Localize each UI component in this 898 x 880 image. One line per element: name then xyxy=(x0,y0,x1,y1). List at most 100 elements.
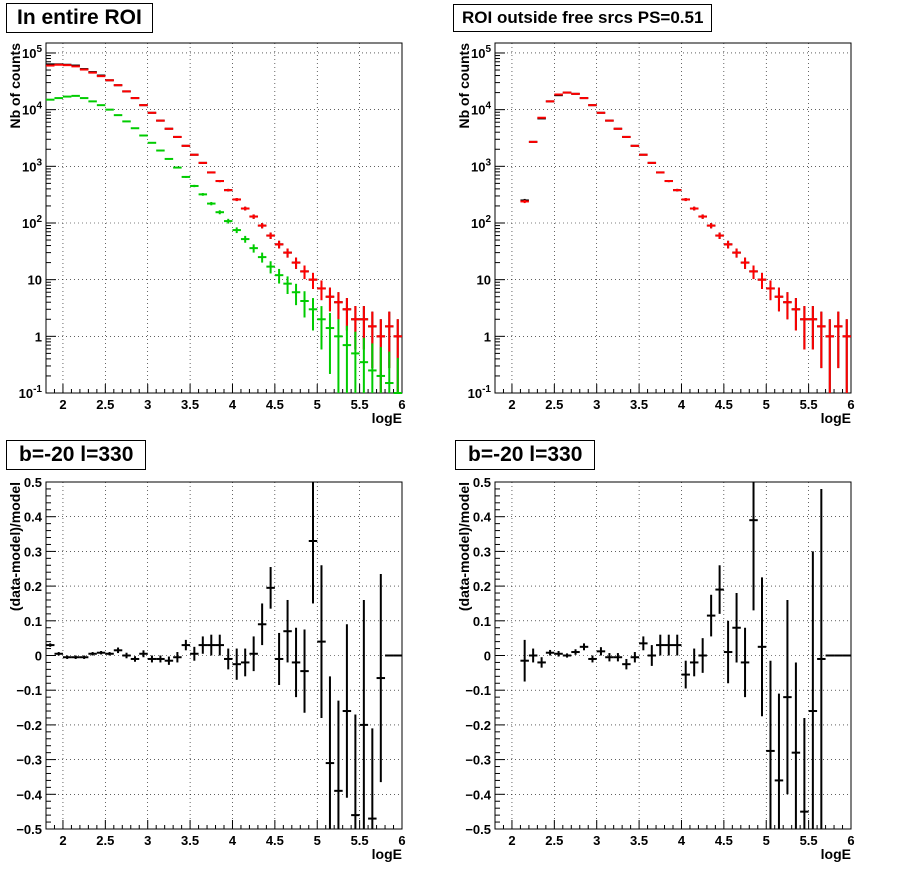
x-tick-label: 2.5 xyxy=(96,833,114,848)
y-tick-label: 0.4 xyxy=(473,510,492,525)
y-tick-label: 0.3 xyxy=(473,544,491,559)
x-tick-label: 2 xyxy=(508,397,515,412)
chart-title: b=-20 l=330 xyxy=(6,440,146,470)
y-tick-label: 0.5 xyxy=(473,475,491,490)
y-tick-label: 104 xyxy=(22,101,42,118)
y-tick-label: −0.1 xyxy=(465,683,491,698)
y-tick-label: 103 xyxy=(471,157,491,174)
plot-frame xyxy=(46,43,402,393)
x-tick-label: 4.5 xyxy=(266,833,284,848)
data-point xyxy=(131,128,139,129)
data-point xyxy=(182,176,190,178)
y-tick-label: −0.3 xyxy=(465,753,491,768)
y-tick-label: 0 xyxy=(35,649,42,664)
x-tick-label: 4 xyxy=(229,833,237,848)
x-tick-label: 4 xyxy=(678,833,686,848)
y-tick-label: 103 xyxy=(22,157,42,174)
x-tick-label: 5 xyxy=(763,833,770,848)
x-tick-label: 4.5 xyxy=(266,397,284,412)
x-tick-label: 3 xyxy=(593,833,600,848)
data-point xyxy=(537,117,545,118)
y-tick-label: 10 xyxy=(477,273,491,288)
y-tick-label: 10 xyxy=(28,273,42,288)
y-tick-label: −0.1 xyxy=(16,683,42,698)
x-tick-label: 3 xyxy=(593,397,600,412)
plot-frame xyxy=(495,43,851,393)
data-point xyxy=(605,120,613,121)
x-tick-label: 4 xyxy=(678,397,686,412)
x-tick-label: 2.5 xyxy=(96,397,114,412)
x-axis-label: logE xyxy=(372,846,402,862)
y-tick-label: 10-1 xyxy=(19,384,43,401)
x-axis-label: logE xyxy=(372,410,402,426)
y-tick-label: −0.4 xyxy=(16,787,42,802)
x-tick-label: 5.5 xyxy=(351,833,369,848)
y-tick-label: 0.2 xyxy=(24,579,42,594)
data-point xyxy=(165,128,173,129)
x-tick-label: 2 xyxy=(59,397,66,412)
y-axis-label: Nb of counts xyxy=(7,43,23,129)
y-tick-label: −0.5 xyxy=(16,822,42,837)
y-tick-label: 0.1 xyxy=(473,614,491,629)
y-tick-label: 10-1 xyxy=(468,384,492,401)
data-point xyxy=(665,180,673,182)
data-point xyxy=(529,141,537,142)
chart-title: b=-20 l=330 xyxy=(455,440,595,470)
data-point xyxy=(148,142,156,143)
data-point xyxy=(190,154,198,155)
data-point xyxy=(165,158,173,159)
x-tick-label: 3.5 xyxy=(630,397,648,412)
data-point xyxy=(622,137,630,138)
data-point xyxy=(156,120,164,121)
data-point xyxy=(139,135,147,136)
x-tick-label: 5.5 xyxy=(800,397,818,412)
y-tick-label: 105 xyxy=(471,44,491,61)
data-point xyxy=(224,189,232,192)
x-tick-label: 5 xyxy=(763,397,770,412)
x-tick-label: 3.5 xyxy=(181,833,199,848)
data-point xyxy=(597,113,605,114)
y-tick-label: −0.5 xyxy=(465,822,491,837)
y-axis-label: (data-model)/model xyxy=(456,482,472,611)
y-tick-label: 1 xyxy=(484,329,491,344)
x-tick-label: 5.5 xyxy=(351,397,369,412)
y-axis-label: Nb of counts xyxy=(456,43,472,129)
chart-title: ROI outside free srcs PS=0.51 xyxy=(453,4,712,32)
x-tick-label: 5 xyxy=(314,833,321,848)
data-point xyxy=(656,172,664,174)
x-tick-label: 5.5 xyxy=(800,833,818,848)
x-tick-label: 3.5 xyxy=(181,397,199,412)
data-point xyxy=(614,128,622,129)
y-tick-label: 0.5 xyxy=(24,475,42,490)
y-tick-label: 105 xyxy=(22,44,42,61)
chart-title: In entire ROI xyxy=(6,3,153,33)
x-tick-label: 5 xyxy=(314,397,321,412)
data-point xyxy=(148,113,156,114)
y-tick-label: −0.3 xyxy=(16,753,42,768)
x-tick-label: 2 xyxy=(59,833,66,848)
x-tick-label: 2 xyxy=(508,833,515,848)
data-point xyxy=(199,162,207,163)
x-tick-label: 2.5 xyxy=(545,833,563,848)
data-point xyxy=(190,185,198,187)
x-tick-label: 4.5 xyxy=(715,397,733,412)
x-tick-label: 3 xyxy=(144,397,151,412)
y-tick-label: 0.4 xyxy=(24,510,43,525)
data-point xyxy=(648,162,656,163)
data-point xyxy=(122,121,130,122)
y-tick-label: 0.3 xyxy=(24,544,42,559)
y-tick-label: 102 xyxy=(471,214,491,231)
data-point xyxy=(156,150,164,151)
data-point xyxy=(173,167,181,169)
y-tick-label: −0.4 xyxy=(465,787,491,802)
y-tick-label: −0.2 xyxy=(465,718,491,733)
y-tick-label: 1 xyxy=(35,329,42,344)
data-point xyxy=(114,115,122,116)
y-axis-label: (data-model)/model xyxy=(7,482,23,611)
